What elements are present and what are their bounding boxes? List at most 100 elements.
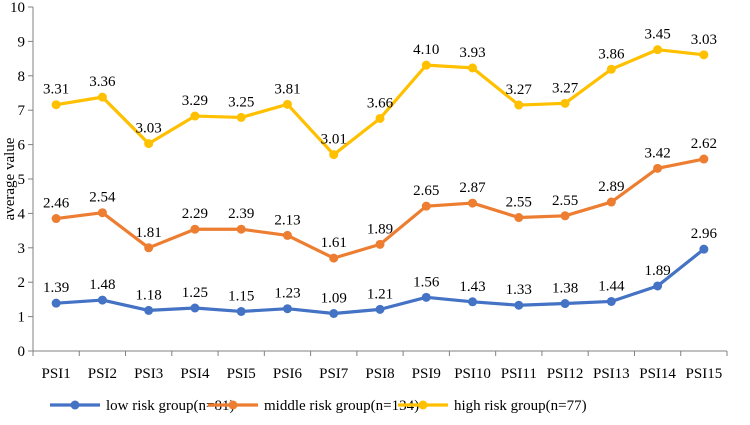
data-point [97,92,107,102]
data-point [375,239,385,249]
data-label: 2.89 [598,179,624,195]
y-tick-label: 8 [18,69,26,85]
data-point [606,296,616,306]
data-label: 3.86 [598,46,625,62]
data-label: 1.09 [321,291,347,307]
y-tick-label: 7 [18,103,26,119]
data-label: 3.36 [89,74,116,90]
data-label: 2.87 [459,180,486,196]
data-labels: 1.39 1.48 1.18 1.25 1.15 1.23 1.09 1.21 1.56 1.43… [43,27,717,307]
data-point [144,243,154,253]
data-label: 2.65 [413,183,439,199]
data-point [144,305,154,315]
data-point [468,198,478,208]
data-label: 3.25 [228,94,254,110]
data-point [468,297,478,307]
data-label: 1.38 [552,281,578,297]
data-point [51,214,61,224]
data-point [97,295,107,305]
legend-marker [70,400,80,410]
data-label: 2.39 [228,206,254,222]
x-tick-label: PSI5 [227,366,256,382]
data-point [282,99,292,109]
data-label: 3.66 [367,95,394,111]
legend-label: middle risk group(n=134) [264,398,419,414]
data-label: 3.27 [506,82,533,98]
data-label: 2.54 [89,190,116,206]
legend-label: low risk group(n=81) [106,398,234,414]
legend-marker [228,400,238,410]
legend-marker [418,400,428,410]
data-label: 1.56 [413,274,440,290]
axes: 0 1 2 3 4 5 6 7 8 9 10 PSI1 PSI2 PSI3 PSI4 PSI5 PSI6 PSI7… [2,0,728,382]
data-label: 2.62 [691,136,717,152]
data-point [144,139,154,149]
data-point [514,213,524,223]
y-tick-label: 10 [10,0,25,16]
data-label: 3.42 [644,145,670,161]
data-label: 1.89 [644,263,670,279]
data-point [329,150,339,160]
data-point [190,111,200,121]
data-point [282,304,292,314]
data-point [699,244,709,254]
x-tick-label: PSI7 [319,366,349,382]
x-tick-label: PSI13 [593,366,630,382]
data-point [421,60,431,70]
x-tick-label: PSI10 [454,366,491,382]
data-label: 3.03 [136,121,162,137]
data-label: 3.03 [691,32,717,48]
data-point [606,197,616,207]
data-point [190,303,200,313]
data-point [468,63,478,73]
data-point [653,45,663,55]
data-label: 1.81 [136,225,162,241]
data-label: 1.18 [136,287,162,303]
data-point [560,211,570,221]
data-label: 2.13 [274,212,300,228]
data-point [51,100,61,110]
data-label: 3.93 [459,45,485,61]
legend-label: high risk group(n=77) [454,398,587,414]
y-tick-label: 0 [18,344,26,360]
data-point [560,98,570,108]
data-point [653,281,663,291]
x-tick-label: PSI3 [134,366,163,382]
x-tick-label: PSI6 [273,366,303,382]
y-tick-label: 6 [18,138,26,154]
data-label: 2.96 [691,226,718,242]
data-point [606,64,616,74]
data-point [329,309,339,319]
data-label: 1.21 [367,286,393,302]
x-tick-label: PSI15 [686,366,723,382]
y-tick-label: 4 [18,206,26,222]
data-point [190,224,200,234]
data-point [421,201,431,211]
data-point [375,304,385,314]
data-label: 1.48 [89,277,115,293]
data-point [699,50,709,60]
data-label: 1.39 [43,280,69,296]
data-point [97,208,107,218]
data-label: 1.33 [506,282,532,298]
data-point [282,230,292,240]
data-label: 1.43 [459,279,485,295]
x-tick-label: PSI2 [88,366,117,382]
x-tick-label: PSI11 [501,366,537,382]
data-label: 2.29 [182,206,208,222]
data-label: 4.10 [413,42,439,58]
data-label: 1.15 [228,288,254,304]
data-point [699,154,709,164]
data-point [514,300,524,310]
y-tick-label: 9 [18,34,26,50]
data-point [560,299,570,309]
y-tick-label: 1 [18,310,26,326]
y-tick-label: 2 [18,275,26,291]
data-point [236,112,246,122]
x-tick-label: PSI12 [547,366,584,382]
y-tick-label: 3 [18,241,26,257]
data-point [51,298,61,308]
x-tick-label: PSI14 [639,366,676,382]
data-label: 3.45 [644,27,670,43]
y-tick-label: 5 [18,172,26,188]
